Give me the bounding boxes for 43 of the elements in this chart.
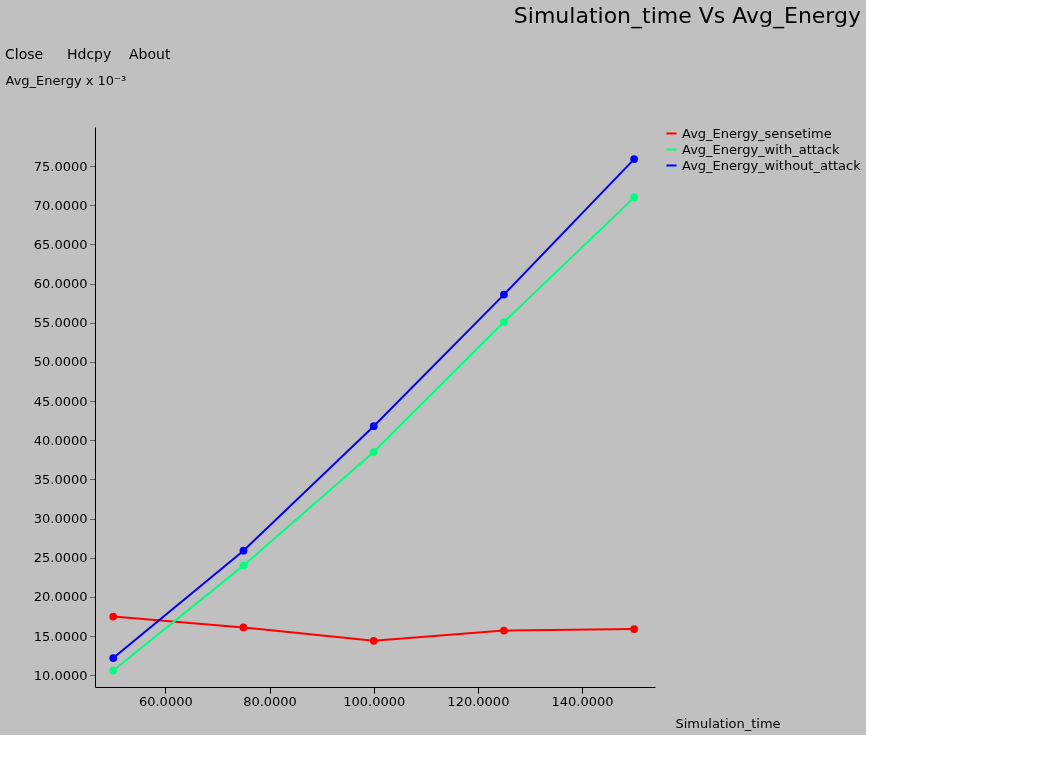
point <box>369 636 378 645</box>
y-tick-label: 70.0000 <box>33 197 88 213</box>
y-tick-label: 45.0000 <box>33 393 88 409</box>
x-tick-label: 140.0000 <box>551 693 614 709</box>
point <box>239 623 248 632</box>
text: Close <box>5 46 44 62</box>
y-tick-label: 75.0000 <box>33 158 88 174</box>
y-tick-label: 30.0000 <box>33 511 88 527</box>
point <box>109 654 118 662</box>
point <box>630 155 639 163</box>
x-tick-label: 120.0000 <box>447 693 510 709</box>
point <box>630 625 639 633</box>
y-tick-label: 55.0000 <box>33 315 88 331</box>
point <box>369 448 378 456</box>
x-axis-title: Simulation_time <box>675 715 781 731</box>
y-tick-label: 65.0000 <box>33 236 88 252</box>
y-tick-label: 15.0000 <box>33 628 88 644</box>
point <box>109 666 118 675</box>
legend-label: Avg_Energy_with_attack <box>682 141 840 157</box>
x-tick-label: 80.0000 <box>243 693 297 709</box>
point <box>109 612 118 621</box>
legend-label: Avg_Energy_sensetime <box>682 125 832 141</box>
y-tick-label: 60.0000 <box>33 276 88 292</box>
point <box>630 193 639 202</box>
y-tick-label: 20.0000 <box>33 589 88 605</box>
point <box>239 546 248 555</box>
y-tick-label: 35.0000 <box>33 471 88 487</box>
legend-label: Avg_Energy_without_attack <box>682 157 862 173</box>
y-tick-label: 10.0000 <box>33 667 88 683</box>
y-tick-label: 40.0000 <box>33 432 88 448</box>
chart-title: Simulation_time Vs Avg_Energy <box>513 3 861 29</box>
x-tick-label: 100.0000 <box>343 693 406 709</box>
point <box>500 318 508 326</box>
x-tick-label: 60.0000 <box>138 693 193 709</box>
point <box>239 561 248 570</box>
text: Hdcpy <box>67 46 112 62</box>
y-tick-label: 25.0000 <box>33 550 88 566</box>
point <box>369 422 378 431</box>
point <box>500 626 508 635</box>
y-axis-title: Avg_Energy x 10⁻³ <box>5 72 127 88</box>
y-tick-label: 50.0000 <box>33 354 88 370</box>
point <box>500 290 508 299</box>
text: About <box>129 46 171 62</box>
